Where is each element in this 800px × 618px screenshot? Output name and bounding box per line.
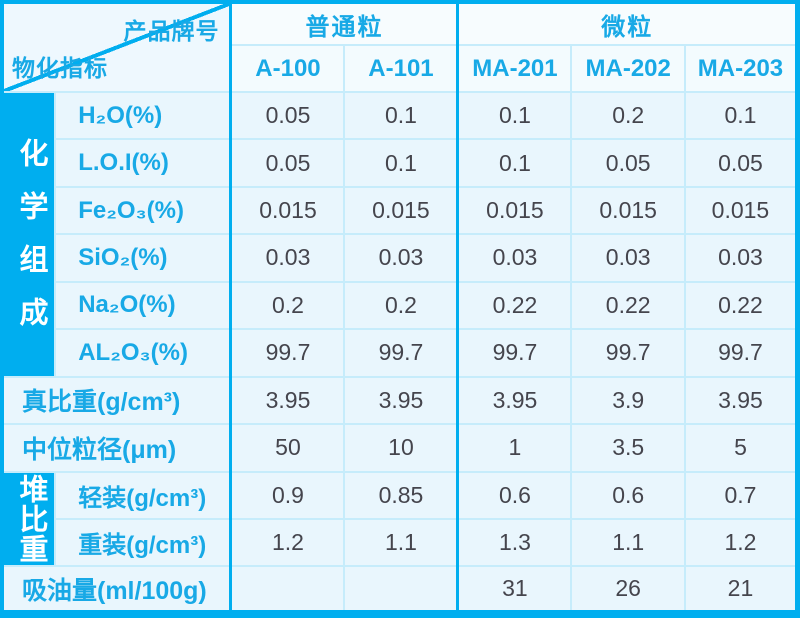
value-cell (229, 565, 346, 615)
column-header-a101: A-101 (343, 44, 459, 93)
column-header-a100: A-100 (229, 44, 346, 93)
value-cell: 0.015 (343, 185, 459, 236)
table-row: 堆比重 轻装(g/cm³) 0.9 0.85 0.6 0.6 0.7 (0, 470, 799, 568)
corner-label-product-brand: 产品牌号 (123, 18, 220, 44)
table-row: 真比重(g/cm³) 3.95 3.95 3.95 3.9 3.95 (1, 375, 799, 426)
value-cell: 0.03 (229, 233, 346, 283)
value-cell: 1.2 (229, 517, 346, 568)
value-cell: 0.015 (683, 185, 799, 236)
table-row: AL₂O₃(%) 99.7 99.7 99.7 99.7 99.7 (2, 328, 799, 378)
value-cell: 50 (229, 423, 346, 473)
value-cell: 0.03 (343, 233, 459, 283)
value-cell: 0.6 (570, 470, 686, 520)
value-cell: 0.6 (456, 470, 573, 520)
column-header-ma203: MA-203 (683, 44, 799, 93)
row-label-oil-absorption: 吸油量(ml/100g) (1, 565, 232, 615)
table-row: Na₂O(%) 0.2 0.2 0.22 0.22 0.22 (2, 280, 799, 331)
value-cell: 0.1 (456, 90, 573, 141)
value-cell: 0.2 (229, 280, 346, 331)
table-row: 化学组成 H₂O(%) 0.05 0.1 0.1 0.2 0.1 (0, 90, 799, 378)
value-cell: 0.9 (229, 470, 346, 520)
value-cell: 0.1 (456, 138, 573, 188)
value-cell: 0.1 (343, 90, 459, 141)
value-cell: 3.95 (683, 375, 799, 426)
value-cell: 1.3 (456, 517, 573, 568)
value-cell: 0.015 (456, 185, 573, 236)
value-cell: 0.2 (343, 280, 459, 331)
value-cell: 0.1 (343, 138, 459, 188)
value-cell: 0.05 (570, 138, 686, 188)
value-cell: 0.05 (229, 90, 346, 141)
value-cell: 0.015 (570, 185, 686, 236)
value-cell: 3.95 (343, 375, 459, 426)
value-cell: 99.7 (456, 328, 573, 378)
value-cell: 0.03 (456, 233, 573, 283)
value-cell: 1.1 (343, 517, 459, 568)
value-cell: 10 (343, 423, 459, 473)
value-cell: 1 (456, 423, 573, 473)
value-cell: 0.03 (683, 233, 799, 283)
value-cell: 0.05 (229, 138, 346, 188)
value-cell: 3.95 (229, 375, 346, 426)
row-label-loose-packed: 轻装(g/cm³) (54, 470, 232, 520)
value-cell: 3.5 (570, 423, 686, 473)
value-cell: 1.2 (683, 517, 799, 568)
row-label-tamped-packed: 重装(g/cm³) (54, 517, 232, 568)
value-cell (343, 565, 459, 615)
table-row: 重装(g/cm³) 1.2 1.1 1.3 1.1 1.2 (2, 517, 799, 568)
corner-header-cell: 产品牌号 物化指标 (1, 1, 232, 93)
value-cell: 3.95 (456, 375, 573, 426)
table-row: 吸油量(ml/100g) 31 26 21 (1, 565, 799, 615)
table-row: L.O.I(%) 0.05 0.1 0.1 0.05 0.05 (2, 138, 799, 188)
table-row: SiO₂(%) 0.03 0.03 0.03 0.03 0.03 (2, 233, 799, 283)
table-row: Fe₂O₃(%) 0.015 0.015 0.015 0.015 0.015 (2, 185, 799, 236)
value-cell: 99.7 (343, 328, 459, 378)
value-cell: 31 (456, 565, 573, 615)
table-row: 中位粒径(μm) 50 10 1 3.5 5 (1, 423, 799, 473)
row-label-true-specific-gravity: 真比重(g/cm³) (1, 375, 232, 426)
value-cell: 0.05 (683, 138, 799, 188)
value-cell: 99.7 (683, 328, 799, 378)
column-header-ma201: MA-201 (456, 44, 573, 93)
column-header-ma202: MA-202 (570, 44, 686, 93)
row-label-loi: L.O.I(%) (54, 138, 232, 188)
value-cell: 0.03 (570, 233, 686, 283)
row-label-sio2: SiO₂(%) (54, 233, 232, 283)
value-cell: 0.1 (683, 90, 799, 141)
value-cell: 26 (570, 565, 686, 615)
value-cell: 0.22 (570, 280, 686, 331)
value-cell: 0.22 (456, 280, 573, 331)
value-cell: 0.22 (683, 280, 799, 331)
value-cell: 99.7 (570, 328, 686, 378)
value-cell: 0.2 (570, 90, 686, 141)
row-label-h2o: H₂O(%) (54, 90, 232, 141)
value-cell: 0.015 (229, 185, 346, 236)
value-cell: 0.85 (343, 470, 459, 520)
column-group-fine-particle: 微粒 (456, 0, 799, 47)
row-label-fe2o3: Fe₂O₃(%) (54, 185, 232, 236)
value-cell: 0.7 (683, 470, 799, 520)
value-cell: 5 (683, 423, 799, 473)
group-label-bulk-density: 堆比重 (0, 470, 57, 568)
value-cell: 3.9 (570, 375, 686, 426)
row-label-na2o: Na₂O(%) (54, 280, 232, 331)
value-cell: 99.7 (229, 328, 346, 378)
group-label-chemical-composition: 化学组成 (0, 90, 57, 378)
column-group-ordinary-particle: 普通粒 (229, 0, 459, 47)
value-cell: 1.1 (570, 517, 686, 568)
corner-label-physchem-index: 物化指标 (12, 54, 108, 81)
row-label-median-particle-size: 中位粒径(μm) (1, 423, 232, 473)
row-label-al2o3: AL₂O₃(%) (54, 328, 232, 378)
value-cell: 21 (683, 565, 799, 615)
